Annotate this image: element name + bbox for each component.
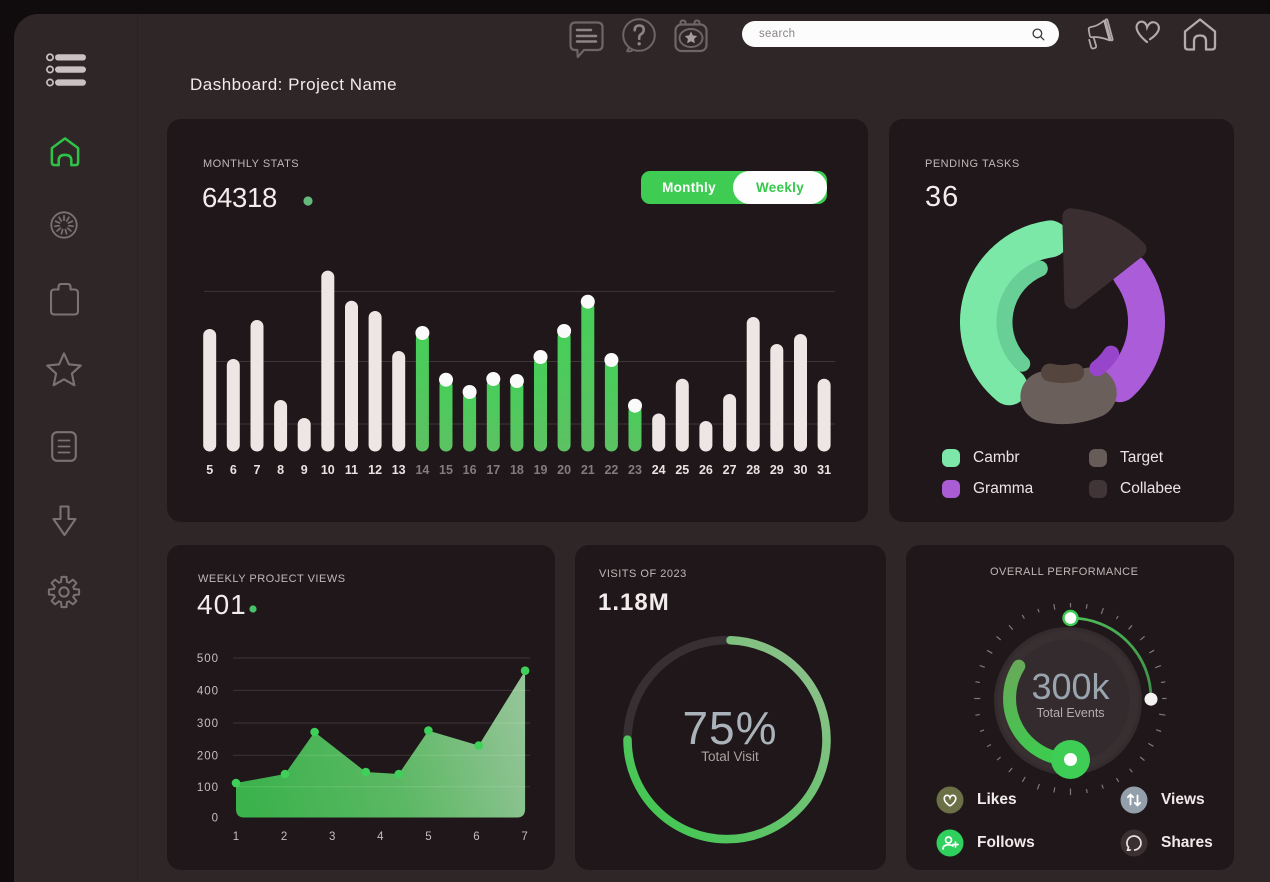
svg-text:19: 19 — [534, 463, 548, 477]
svg-text:28: 28 — [746, 463, 760, 477]
svg-text:29: 29 — [770, 463, 784, 477]
svg-text:14: 14 — [415, 463, 429, 477]
svg-text:20: 20 — [557, 463, 571, 477]
svg-text:7: 7 — [521, 831, 527, 843]
svg-text:25: 25 — [675, 463, 689, 477]
svg-text:17: 17 — [486, 463, 500, 477]
svg-text:23: 23 — [628, 463, 642, 477]
svg-text:7: 7 — [254, 463, 261, 477]
svg-text:10: 10 — [321, 463, 335, 477]
svg-text:Total Events: Total Events — [1036, 706, 1104, 720]
svg-text:1: 1 — [233, 831, 239, 843]
svg-text:5: 5 — [425, 831, 431, 843]
svg-text:6: 6 — [230, 463, 237, 477]
svg-text:300: 300 — [197, 718, 219, 730]
svg-text:400: 400 — [197, 685, 219, 697]
svg-text:Total Visit: Total Visit — [701, 749, 759, 764]
svg-text:16: 16 — [463, 463, 477, 477]
svg-text:13: 13 — [392, 463, 406, 477]
svg-text:21: 21 — [581, 463, 595, 477]
svg-text:26: 26 — [699, 463, 713, 477]
svg-text:500: 500 — [197, 653, 219, 665]
svg-text:100: 100 — [197, 782, 219, 794]
svg-text:24: 24 — [652, 463, 666, 477]
svg-text:300k: 300k — [1031, 666, 1110, 707]
svg-text:4: 4 — [377, 831, 384, 843]
svg-text:12: 12 — [368, 463, 382, 477]
svg-text:6: 6 — [473, 831, 479, 843]
svg-text:3: 3 — [329, 831, 335, 843]
svg-text:11: 11 — [345, 463, 358, 477]
svg-text:75%: 75% — [682, 702, 777, 754]
svg-text:5: 5 — [206, 463, 213, 477]
svg-text:2: 2 — [281, 831, 287, 843]
svg-text:8: 8 — [277, 463, 284, 477]
svg-text:22: 22 — [604, 463, 618, 477]
svg-text:0: 0 — [212, 813, 219, 825]
svg-text:15: 15 — [439, 463, 453, 477]
svg-text:200: 200 — [197, 750, 219, 762]
svg-text:27: 27 — [723, 463, 737, 477]
svg-text:18: 18 — [510, 463, 524, 477]
svg-text:30: 30 — [794, 463, 808, 477]
svg-text:31: 31 — [817, 463, 831, 477]
svg-text:9: 9 — [301, 463, 308, 477]
